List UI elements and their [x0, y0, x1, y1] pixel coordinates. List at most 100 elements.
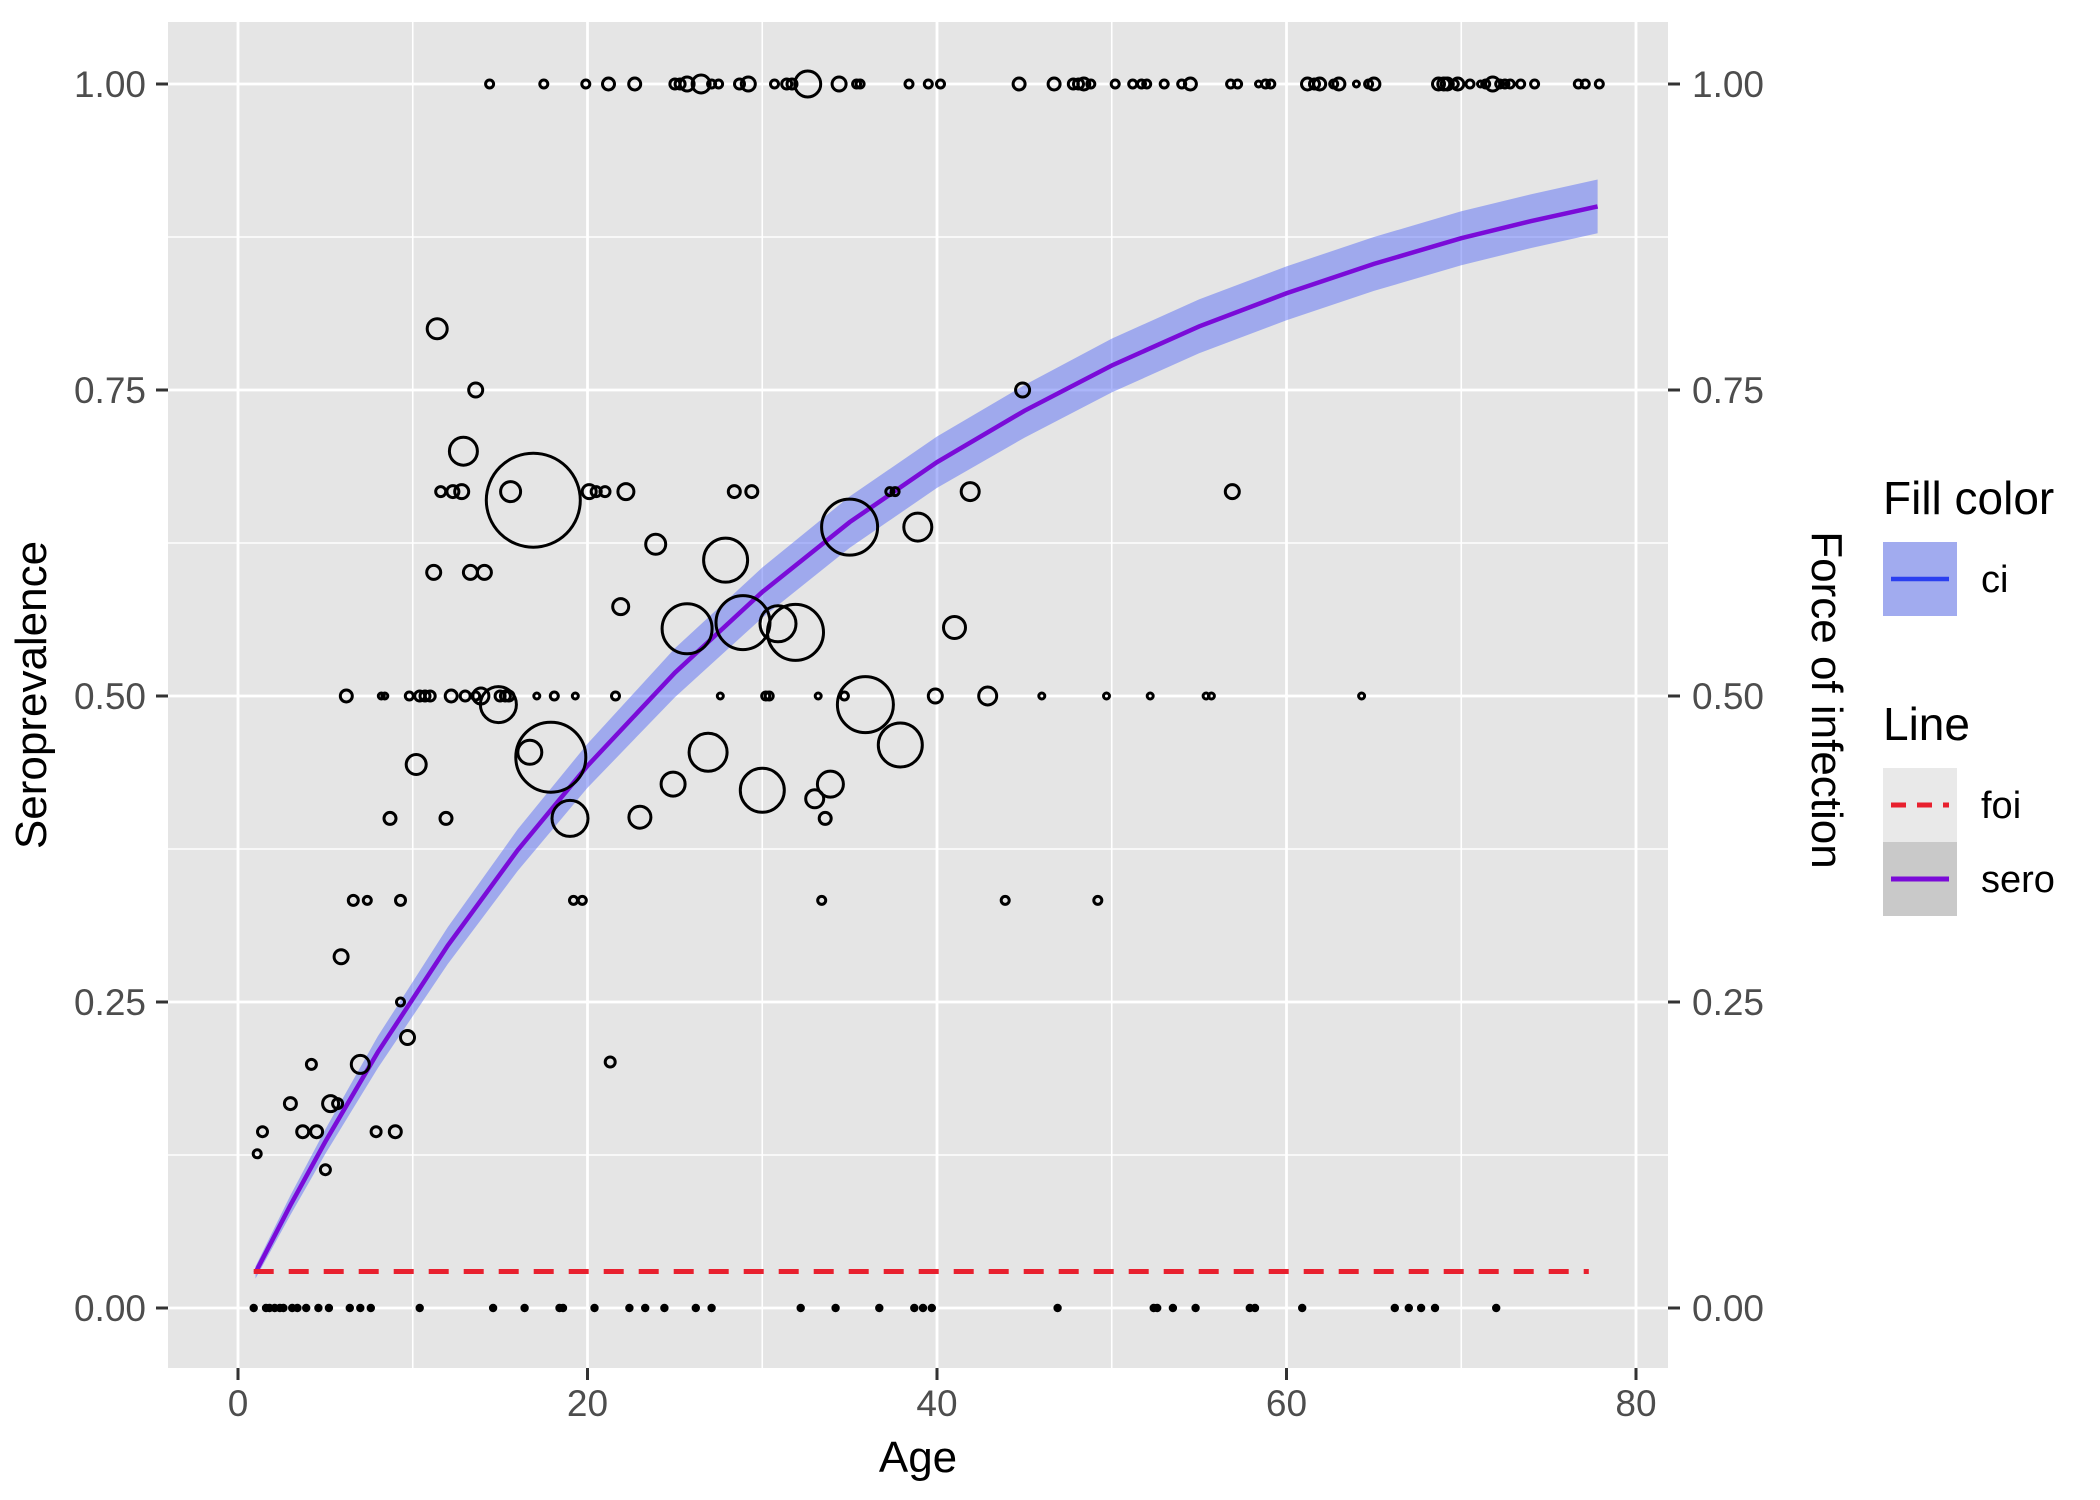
data-bubble [1593, 78, 1605, 90]
data-bubble [1182, 76, 1198, 92]
data-bubble [1158, 78, 1170, 90]
data-bubble [443, 688, 459, 704]
data-bubble [321, 1094, 341, 1114]
legend-fill-title: Fill color [1883, 472, 2054, 524]
legend-label-ci: ci [1981, 559, 2008, 601]
data-bubble [475, 563, 493, 581]
data-bubble [815, 769, 845, 799]
data-dot [366, 1303, 375, 1313]
data-bubble [763, 690, 775, 702]
data-bubble [548, 690, 560, 702]
data-bubble [977, 685, 999, 707]
data-bubble [376, 691, 386, 701]
data-bubble [1011, 76, 1027, 92]
data-bubble [349, 1053, 371, 1075]
data-dot [918, 1303, 928, 1313]
data-dot [641, 1303, 650, 1313]
data-bubble [616, 482, 636, 502]
legend-item-sero[interactable]: sero [1883, 842, 2055, 916]
data-bubble [423, 689, 437, 703]
data-dot [927, 1303, 936, 1313]
data-dot [314, 1303, 323, 1313]
data-bubble [1260, 78, 1271, 90]
data-dot [796, 1303, 805, 1313]
legend-item-ci[interactable]: ci [1883, 542, 2008, 616]
data-bubble [399, 1029, 416, 1046]
data-bubble [304, 1057, 318, 1071]
data-bubble [1141, 78, 1153, 90]
data-bubble [678, 75, 696, 93]
x-tick-label: 40 [916, 1383, 957, 1424]
data-bubble [484, 451, 582, 549]
data-bubble [1331, 76, 1347, 92]
data-bubble [1499, 78, 1511, 90]
data-dot [356, 1303, 365, 1313]
data-bubble [1312, 76, 1328, 92]
data-bubble [744, 484, 760, 500]
data-bubble [611, 597, 631, 617]
data-bubble [425, 317, 449, 341]
seroprevalence-bubbles [251, 69, 1605, 1177]
data-bubble [758, 604, 798, 644]
data-bubble [738, 766, 786, 814]
data-bubble [903, 78, 915, 90]
data-bubble [550, 798, 590, 838]
data-bubble [785, 77, 799, 91]
data-bubble [538, 78, 550, 90]
x-axis-title: Age [879, 1433, 957, 1482]
data-dot [660, 1303, 669, 1313]
data-bubble [394, 893, 407, 907]
data-bubble [516, 738, 544, 766]
data-bubble [447, 435, 479, 467]
data-bubble [959, 481, 981, 503]
data-bubble [902, 511, 934, 543]
data-bubble [598, 485, 612, 499]
data-bubble [1136, 78, 1147, 90]
data-bubble [830, 75, 848, 93]
data-bubble [418, 689, 432, 703]
data-bubble [580, 483, 598, 501]
sero-curve-line [253, 204, 1599, 1274]
data-bubble [838, 690, 850, 702]
data-bubble [820, 497, 880, 557]
data-bubble [889, 486, 901, 498]
data-bubble [331, 1097, 345, 1111]
data-dot [520, 1303, 529, 1313]
data-bubble [935, 78, 946, 90]
data-bubble [733, 77, 746, 91]
legend-item-foi[interactable]: foi [1883, 768, 2021, 842]
data-bubble [793, 69, 823, 99]
data-bubble [813, 691, 823, 701]
data-bubble [478, 685, 518, 725]
data-dot [910, 1303, 919, 1313]
data-bubble [660, 602, 714, 656]
data-bubble [532, 691, 542, 701]
x-tick-label: 80 [1615, 1383, 1656, 1424]
y-tick-label-left: 0.75 [74, 370, 146, 411]
data-dot [249, 1303, 258, 1313]
data-bubble [854, 78, 866, 90]
legend-line-title: Line [1883, 698, 1970, 750]
data-bubble [817, 810, 833, 826]
data-dot [293, 1303, 302, 1313]
data-bubble [610, 690, 621, 702]
data-dot [1404, 1303, 1414, 1313]
data-bubble [395, 996, 406, 1008]
data-bubble [1232, 78, 1244, 90]
data-bubble [1046, 76, 1062, 92]
data-dot [302, 1303, 311, 1313]
data-bubble [499, 480, 523, 504]
data-bubble [1092, 894, 1104, 906]
data-bubble [922, 78, 934, 90]
data-bubble [1265, 78, 1277, 90]
data-bubble [726, 484, 742, 500]
data-dot [875, 1303, 884, 1313]
zero-seroprevalence-dots [249, 1303, 1501, 1313]
data-bubble [601, 76, 616, 92]
data-bubble [713, 78, 725, 90]
data-bubble [876, 721, 924, 769]
data-bubble [739, 75, 757, 93]
data-dot [1168, 1303, 1178, 1313]
